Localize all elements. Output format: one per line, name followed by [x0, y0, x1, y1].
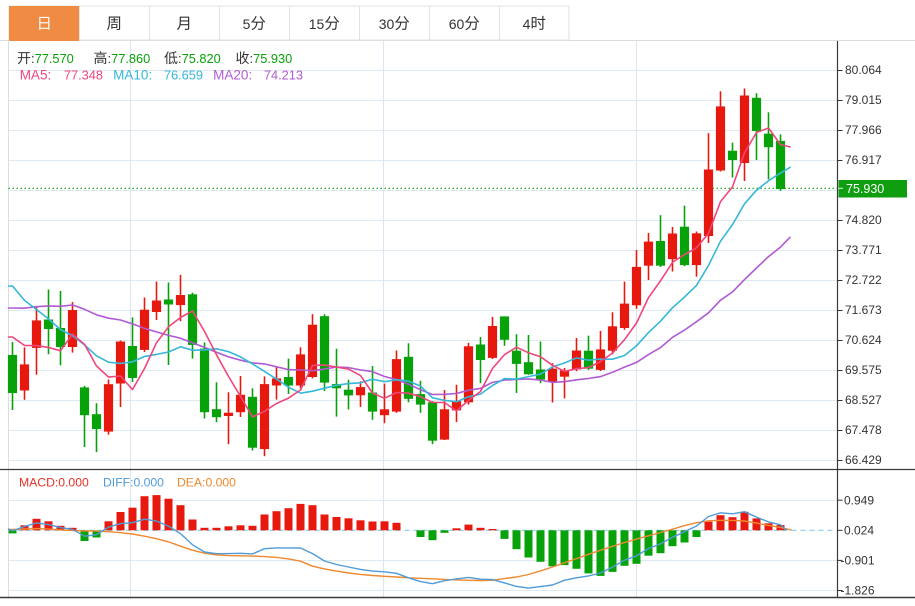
svg-text:15: 15	[309, 16, 325, 32]
svg-text:71.673: 71.673	[845, 303, 882, 317]
svg-text:79.015: 79.015	[845, 93, 882, 107]
svg-text:77.860: 77.860	[111, 51, 150, 66]
svg-text::: :	[31, 51, 35, 66]
svg-text:0.949: 0.949	[844, 493, 874, 507]
svg-text:72.722: 72.722	[845, 273, 882, 287]
svg-text:MACD:0.000: MACD:0.000	[19, 476, 89, 490]
svg-text:68.527: 68.527	[845, 393, 882, 407]
svg-text:77.570: 77.570	[35, 51, 74, 66]
svg-text:74.213: 74.213	[264, 68, 303, 83]
svg-text:MA10:: MA10:	[113, 68, 152, 83]
svg-text:66.429: 66.429	[845, 453, 882, 467]
svg-text:73.771: 73.771	[845, 243, 882, 257]
svg-text:DEA:0.000: DEA:0.000	[177, 476, 236, 490]
svg-text:-1.826: -1.826	[841, 584, 875, 598]
svg-text:75.930: 75.930	[846, 182, 884, 196]
svg-text:80.064: 80.064	[845, 63, 882, 77]
svg-text:-0.901: -0.901	[841, 554, 875, 568]
svg-text:74.820: 74.820	[845, 213, 882, 227]
svg-text:76.917: 76.917	[845, 153, 882, 167]
svg-text:MA20:: MA20:	[213, 68, 252, 83]
svg-text::: :	[178, 51, 182, 66]
svg-text:60: 60	[449, 16, 465, 32]
svg-text:69.575: 69.575	[845, 363, 882, 377]
svg-text:5: 5	[243, 16, 251, 32]
svg-text:DIFF:0.000: DIFF:0.000	[103, 476, 164, 490]
svg-text::: :	[108, 51, 112, 66]
svg-text:77.348: 77.348	[64, 68, 103, 83]
svg-text:MA5:: MA5:	[20, 68, 52, 83]
svg-text:75.930: 75.930	[253, 51, 292, 66]
svg-text:70.624: 70.624	[845, 333, 882, 347]
svg-text:67.478: 67.478	[845, 423, 882, 437]
svg-text:4: 4	[523, 16, 531, 32]
svg-text:75.820: 75.820	[182, 51, 221, 66]
svg-text:77.966: 77.966	[845, 123, 882, 137]
svg-text:0.024: 0.024	[844, 524, 874, 538]
svg-text:30: 30	[379, 16, 395, 32]
svg-text::: :	[250, 51, 254, 66]
svg-text:76.659: 76.659	[164, 68, 203, 83]
